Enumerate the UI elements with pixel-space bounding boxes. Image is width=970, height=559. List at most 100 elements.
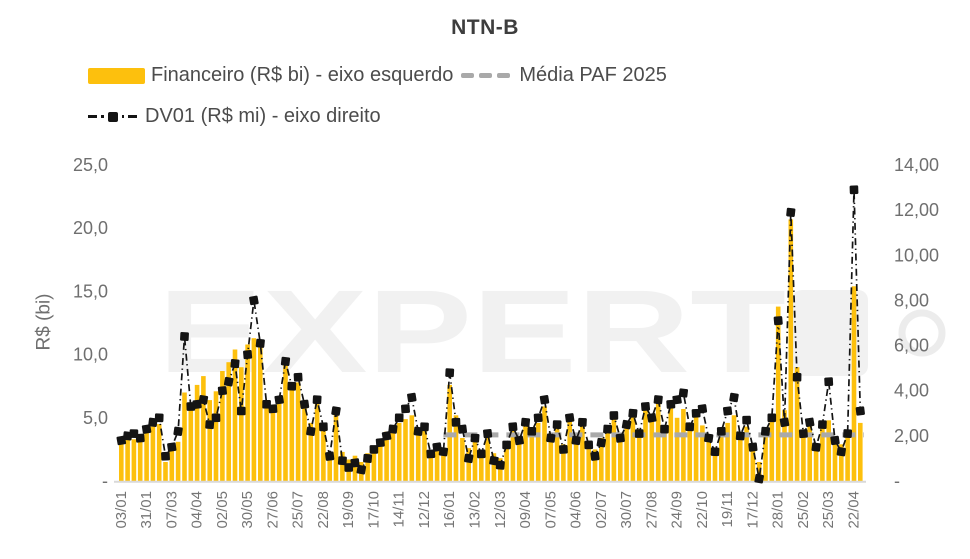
x-axis-tick: 09/04 bbox=[517, 491, 534, 529]
dv01-marker bbox=[205, 420, 215, 430]
dv01-marker bbox=[609, 411, 619, 420]
financeiro-swatch bbox=[88, 67, 145, 84]
dv01-marker bbox=[350, 458, 360, 468]
x-axis-tick: 31/01 bbox=[138, 491, 155, 529]
dv01-marker bbox=[363, 453, 373, 463]
bar bbox=[535, 422, 541, 481]
bar bbox=[820, 427, 825, 481]
dv01-marker bbox=[299, 399, 310, 410]
dv01-marker bbox=[135, 433, 145, 443]
dv01-marker bbox=[141, 424, 152, 434]
bar bbox=[548, 433, 554, 481]
bar bbox=[251, 338, 257, 481]
bar bbox=[365, 453, 370, 481]
dv01-marker bbox=[647, 413, 657, 423]
dv01-marker bbox=[596, 437, 607, 448]
x-axis-tick: 25/03 bbox=[820, 491, 837, 529]
bar bbox=[554, 425, 560, 481]
bar bbox=[662, 425, 667, 481]
x-axis-tick: 22/04 bbox=[846, 491, 863, 529]
bar bbox=[788, 219, 794, 481]
left-axis-tick: 5,0 bbox=[83, 408, 108, 428]
dv01-marker bbox=[773, 316, 783, 326]
bar bbox=[649, 415, 655, 481]
bar bbox=[409, 415, 415, 481]
bar bbox=[681, 409, 686, 481]
dv01-marker bbox=[173, 426, 183, 437]
right-axis-tick: 14,00 bbox=[894, 155, 939, 175]
bar bbox=[738, 436, 743, 481]
bar bbox=[801, 433, 806, 481]
bar bbox=[213, 391, 219, 481]
dv01-marker bbox=[691, 408, 701, 418]
dv01-marker bbox=[824, 377, 834, 387]
dv01-marker bbox=[760, 426, 771, 436]
x-axis-tick: 25/02 bbox=[795, 491, 812, 529]
dv01-marker bbox=[457, 424, 468, 434]
bar bbox=[839, 444, 844, 481]
bar bbox=[782, 410, 787, 481]
dv01-marker bbox=[678, 388, 689, 398]
dv01-marker bbox=[237, 406, 246, 416]
bar bbox=[137, 440, 143, 481]
dv01-marker bbox=[527, 426, 537, 436]
dv01-marker bbox=[621, 419, 632, 430]
x-axis-labels: 03/01 31/01 07/03 04/04 02/05 30/05 27/06 25/07… bbox=[113, 491, 863, 529]
dv01-marker bbox=[274, 394, 284, 405]
dv01-marker bbox=[817, 420, 827, 430]
dv01-marker bbox=[798, 429, 808, 439]
x-axis-tick: 17/12 bbox=[744, 491, 761, 529]
dv01-marker bbox=[666, 399, 676, 409]
dv01-marker bbox=[318, 422, 328, 432]
bar bbox=[289, 390, 295, 481]
dv01-marker bbox=[546, 433, 556, 443]
bar bbox=[270, 410, 276, 481]
bar bbox=[655, 401, 661, 481]
x-axis-tick: 22/10 bbox=[694, 491, 711, 529]
bar bbox=[125, 439, 130, 481]
x-axis-tick: 12/03 bbox=[492, 491, 509, 529]
x-axis-tick: 17/10 bbox=[365, 491, 382, 529]
bar bbox=[295, 382, 301, 481]
bar bbox=[207, 400, 212, 481]
bar bbox=[592, 449, 598, 481]
bar bbox=[239, 367, 244, 481]
x-axis-tick: 02/05 bbox=[214, 491, 231, 529]
dv01-marker bbox=[356, 464, 367, 475]
bar bbox=[561, 444, 566, 481]
bar bbox=[851, 286, 857, 481]
dv01-marker bbox=[520, 417, 531, 427]
dv01-marker bbox=[672, 394, 682, 405]
dv01-marker bbox=[584, 440, 594, 450]
dv01-marker bbox=[843, 429, 853, 439]
dv01-marker bbox=[804, 417, 815, 428]
left-axis-tick: 25,0 bbox=[73, 155, 108, 175]
bar bbox=[611, 417, 617, 481]
bar bbox=[807, 425, 812, 481]
bar bbox=[175, 441, 181, 481]
dv01-marker bbox=[400, 404, 411, 414]
dv01-marker bbox=[180, 332, 189, 341]
dv01-marker bbox=[811, 442, 821, 452]
right-axis-labels: 14,00 12,00 10,00 8,00 6,00 4,00 2,00 - bbox=[894, 155, 939, 491]
dv01-marker bbox=[552, 420, 562, 430]
bar bbox=[636, 429, 642, 481]
bar bbox=[384, 431, 389, 481]
dv01-marker bbox=[533, 413, 543, 423]
bar bbox=[599, 438, 604, 481]
bar bbox=[775, 306, 781, 481]
dv01-marker bbox=[394, 413, 404, 423]
bar bbox=[321, 425, 326, 481]
x-axis-tick: 19/09 bbox=[340, 491, 357, 529]
dv01-marker bbox=[293, 372, 303, 382]
dv01-marker bbox=[571, 435, 581, 446]
bar bbox=[403, 419, 408, 481]
legend-financeiro-label: Financeiro (R$ bi) - eixo esquerdo bbox=[151, 64, 454, 86]
bar bbox=[460, 438, 465, 481]
bar bbox=[302, 402, 307, 481]
bar bbox=[858, 422, 863, 481]
bar bbox=[119, 440, 124, 481]
y-axis-title: R$ (bi) bbox=[34, 293, 55, 350]
bar bbox=[371, 445, 377, 481]
